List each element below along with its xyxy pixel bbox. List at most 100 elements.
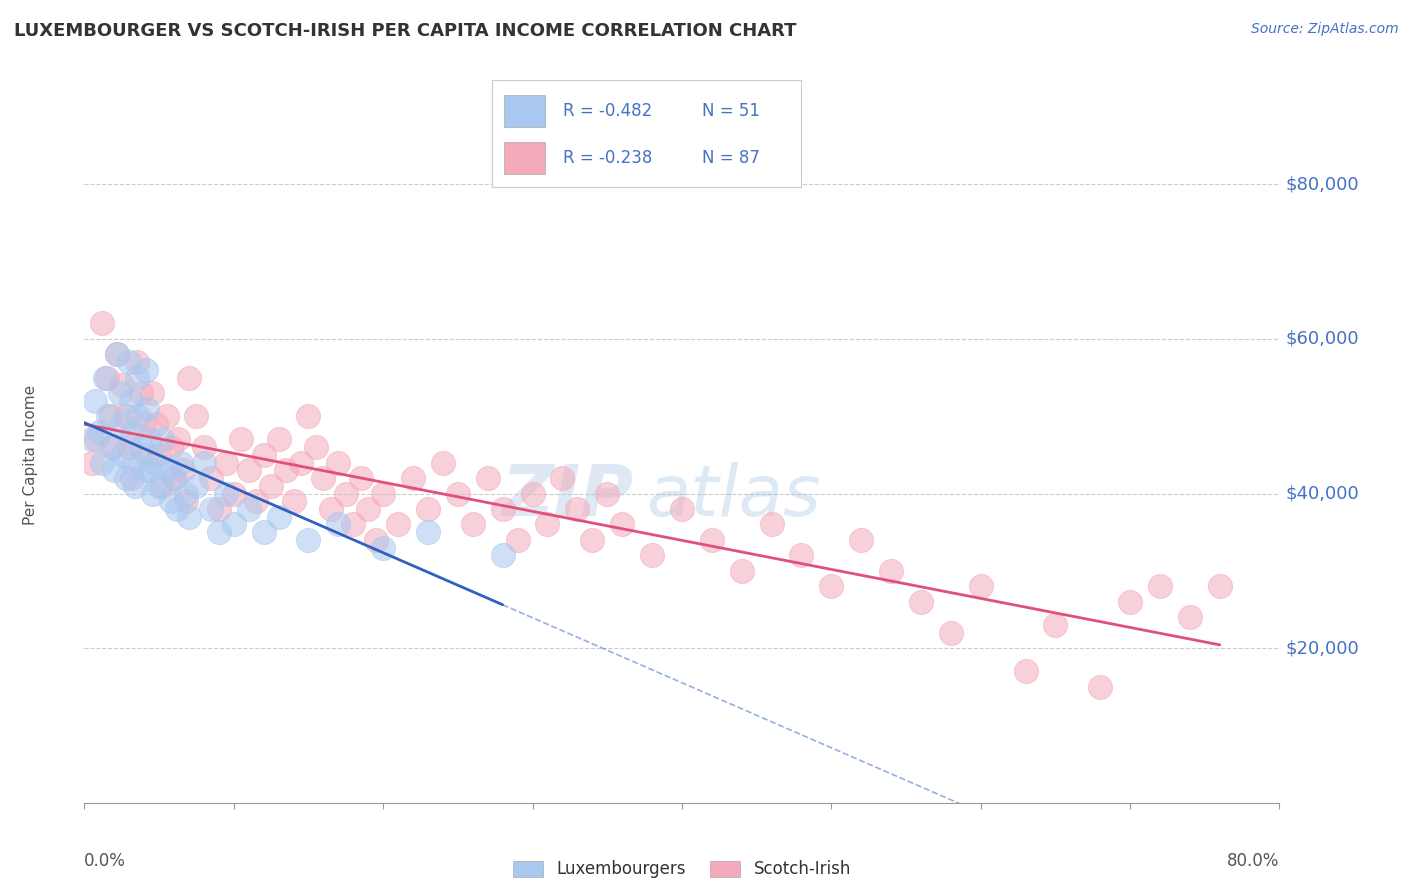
Point [160, 440, 183, 454]
Point [238, 463, 260, 477]
Point [166, 502, 188, 516]
Point [245, 494, 267, 508]
Point [174, 486, 197, 500]
Text: $20,000: $20,000 [1285, 640, 1360, 657]
Text: 80.0%: 80.0% [1227, 852, 1279, 870]
Point [105, 347, 128, 361]
Point [148, 448, 170, 462]
Point [416, 525, 439, 540]
Point [274, 463, 297, 477]
Point [567, 502, 589, 516]
Point [364, 533, 387, 547]
Point [461, 517, 484, 532]
Point [115, 471, 138, 485]
Text: $40,000: $40,000 [1285, 484, 1360, 502]
Point [849, 533, 872, 547]
Point [1088, 680, 1111, 694]
Point [1208, 579, 1232, 593]
Text: N = 87: N = 87 [703, 150, 761, 168]
Point [790, 549, 813, 563]
Point [596, 486, 619, 500]
Point [641, 549, 664, 563]
Point [186, 409, 208, 424]
Point [121, 471, 143, 485]
Point [112, 448, 135, 462]
Point [96, 370, 118, 384]
Point [208, 502, 231, 516]
Point [170, 456, 193, 470]
Point [477, 471, 499, 485]
Point [150, 479, 173, 493]
Point [492, 502, 515, 516]
Point [536, 517, 558, 532]
Text: N = 51: N = 51 [703, 103, 761, 120]
Point [125, 355, 148, 369]
Point [141, 386, 163, 401]
Point [132, 417, 156, 431]
Point [342, 517, 364, 532]
Point [163, 471, 186, 485]
Text: $60,000: $60,000 [1285, 330, 1360, 348]
Point [83, 393, 105, 408]
Point [492, 549, 515, 563]
Point [155, 463, 177, 477]
Point [163, 471, 186, 485]
Text: R = -0.482: R = -0.482 [564, 103, 652, 120]
Point [222, 517, 245, 532]
Point [290, 456, 312, 470]
Point [581, 533, 603, 547]
Point [260, 479, 283, 493]
Point [132, 463, 156, 477]
Point [328, 517, 350, 532]
Point [910, 595, 932, 609]
Point [371, 486, 394, 500]
Point [129, 386, 152, 401]
Point [91, 456, 114, 470]
Point [387, 517, 409, 532]
Point [89, 425, 111, 439]
Point [174, 494, 197, 508]
Point [1119, 595, 1142, 609]
Point [80, 456, 103, 470]
Point [103, 440, 125, 454]
FancyBboxPatch shape [505, 143, 544, 175]
Point [100, 409, 122, 424]
Point [447, 486, 470, 500]
Point [200, 502, 222, 516]
Point [820, 579, 842, 593]
Point [551, 471, 574, 485]
Point [80, 433, 103, 447]
Point [111, 378, 134, 392]
Point [319, 502, 342, 516]
Point [150, 433, 173, 447]
Point [145, 417, 167, 431]
Point [111, 417, 134, 431]
Point [186, 479, 208, 493]
Point [1014, 665, 1036, 679]
Point [103, 463, 125, 477]
Point [136, 448, 159, 462]
Point [761, 517, 783, 532]
Point [671, 502, 693, 516]
Point [939, 625, 962, 640]
Point [200, 471, 222, 485]
Point [522, 486, 544, 500]
Point [125, 370, 148, 384]
Point [122, 456, 145, 470]
Point [208, 525, 231, 540]
Point [610, 517, 633, 532]
Point [231, 433, 253, 447]
Point [328, 456, 350, 470]
Point [148, 479, 170, 493]
Point [335, 486, 357, 500]
Point [100, 440, 122, 454]
Point [731, 564, 754, 578]
Point [312, 471, 335, 485]
Point [177, 509, 200, 524]
Point [402, 471, 425, 485]
Point [215, 486, 238, 500]
Point [121, 425, 143, 439]
Text: Per Capita Income: Per Capita Income [22, 384, 38, 525]
Point [880, 564, 903, 578]
FancyBboxPatch shape [505, 95, 544, 128]
